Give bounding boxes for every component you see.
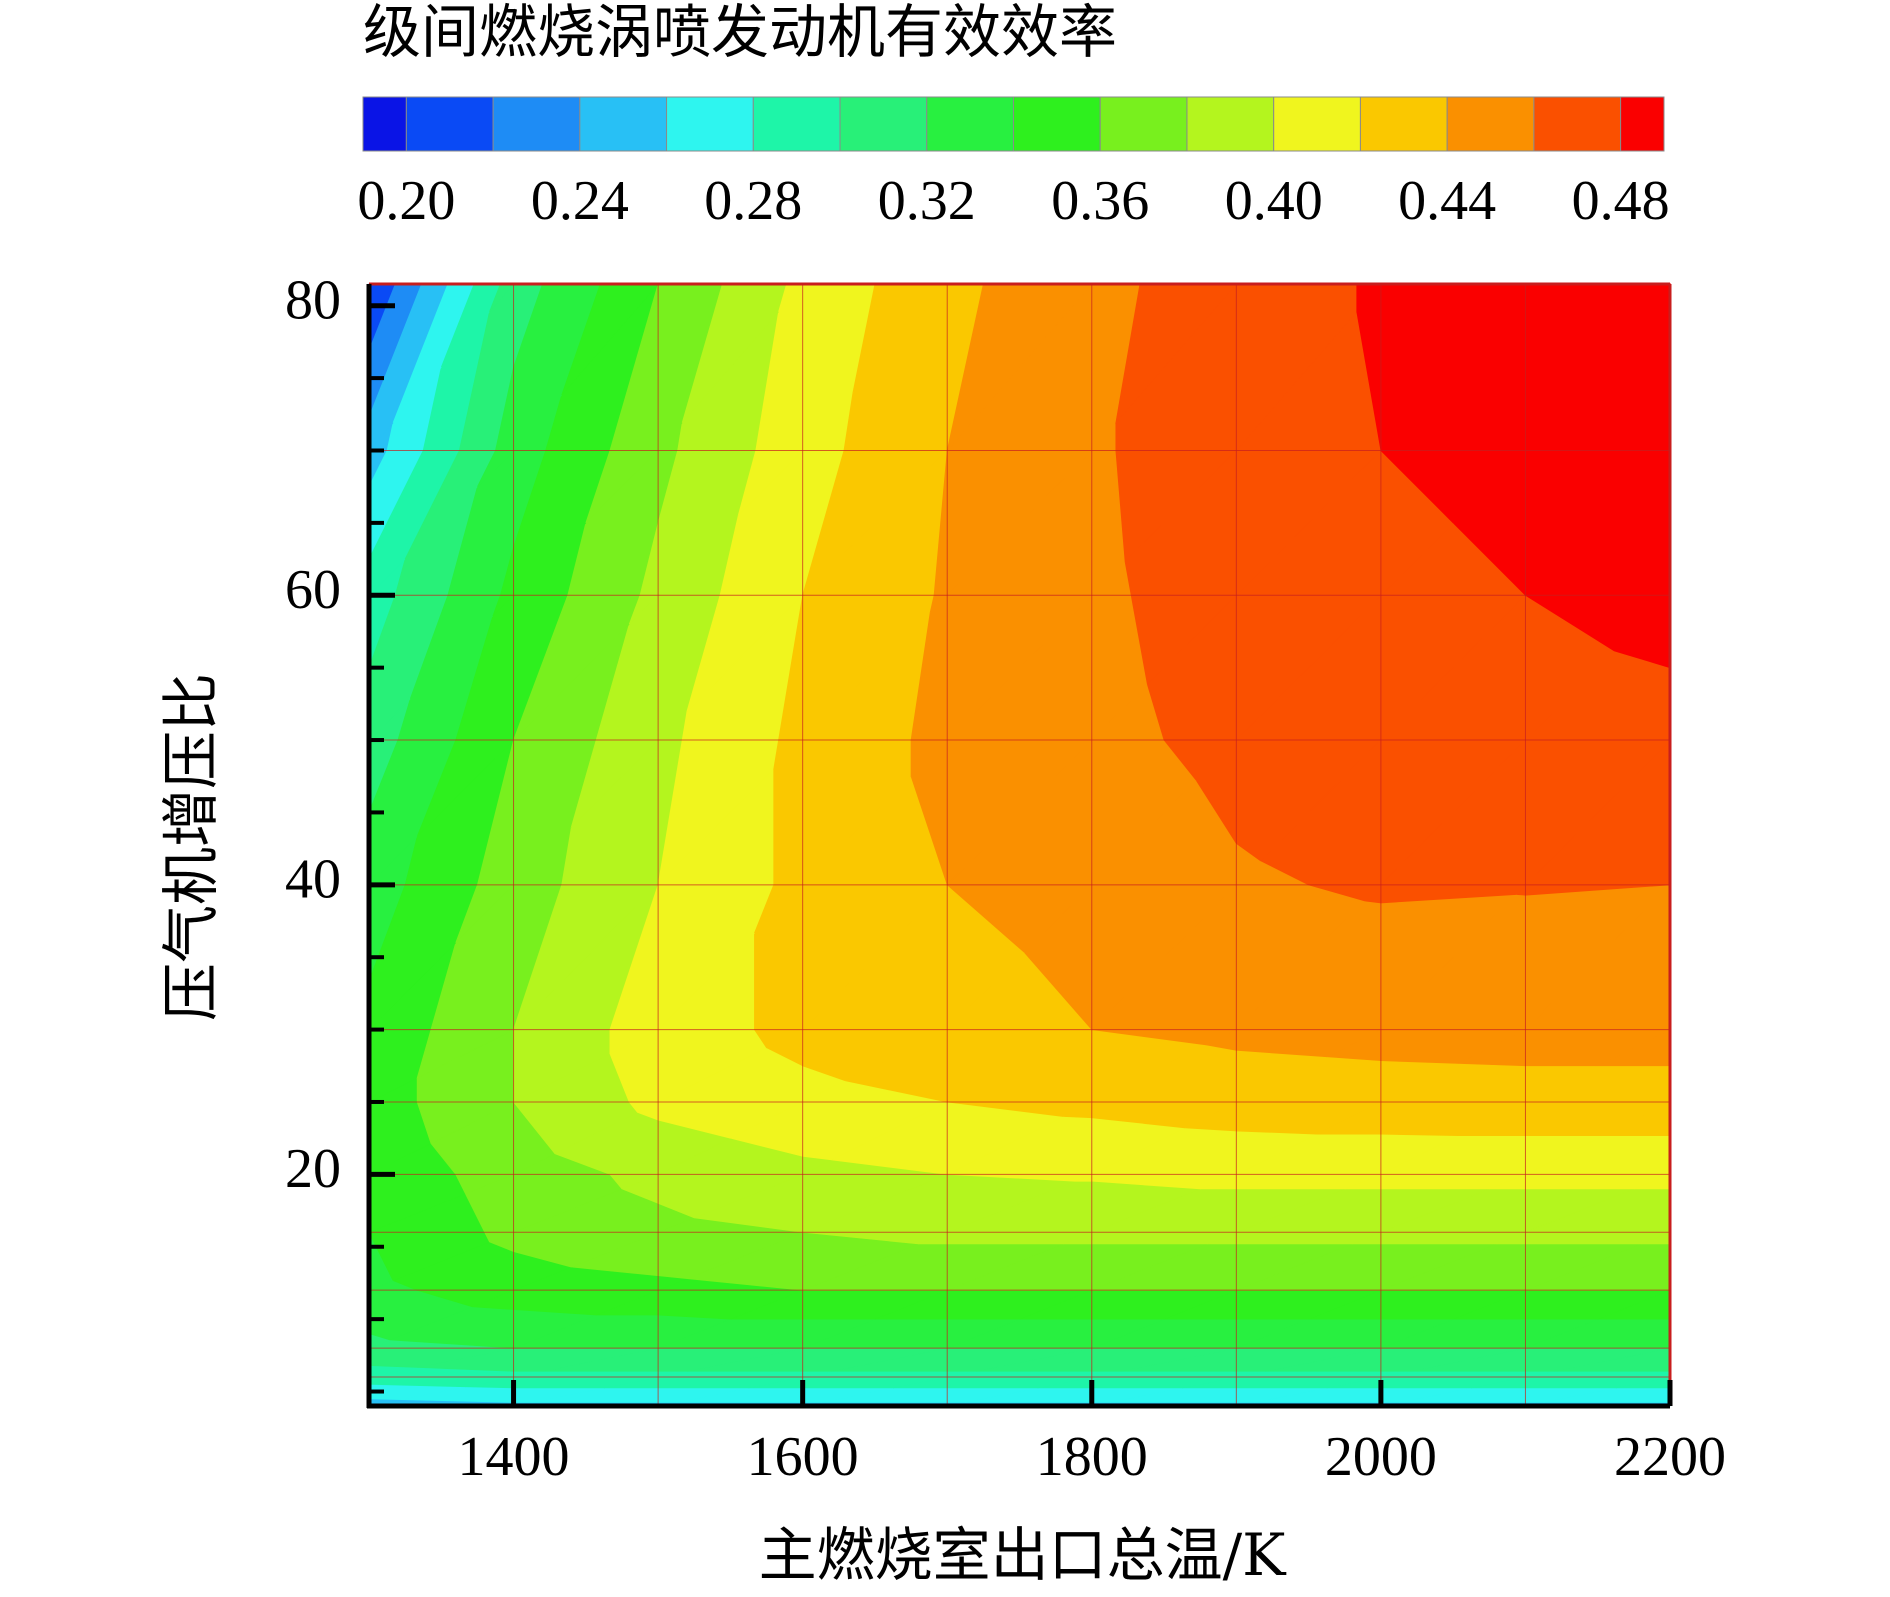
x-tick-label: 1600 (747, 1426, 859, 1488)
colorbar-swatch (752, 96, 841, 152)
colorbar-swatch (839, 96, 928, 152)
colorbar-swatch (1533, 96, 1622, 152)
colorbar-swatch (666, 96, 754, 152)
colorbar-swatch (1446, 96, 1535, 152)
x-tick-label: 2200 (1614, 1426, 1726, 1488)
x-tick-label: 1800 (1036, 1426, 1148, 1488)
colorbar-tick-label: 0.36 (1051, 170, 1149, 232)
colorbar-swatch (1186, 96, 1275, 152)
y-tick-label: 40 (285, 849, 341, 911)
colorbar-swatch (1273, 96, 1361, 152)
colorbar-swatch (1099, 96, 1188, 152)
colorbar-swatch (579, 96, 668, 152)
colorbar-swatch (1013, 96, 1101, 152)
colorbar-tick-label: 0.40 (1225, 170, 1323, 232)
colorbar-tick-label: 0.32 (878, 170, 976, 232)
colorbar-swatch (492, 96, 581, 152)
colorbar-swatch (405, 96, 494, 152)
colorbar-tick-label: 0.24 (531, 170, 629, 232)
y-tick-label: 80 (285, 270, 341, 332)
colorbar-swatch (1359, 96, 1448, 152)
colorbar-tick-label: 0.20 (357, 170, 455, 232)
x-axis-title: 主燃烧室出口总温/K (759, 1521, 1288, 1589)
colorbar-swatch (1620, 96, 1665, 152)
y-tick-label: 60 (285, 559, 341, 621)
colorbar-tick-label: 0.28 (704, 170, 802, 232)
x-tick-label: 1400 (458, 1426, 570, 1488)
colorbar-tick-label: 0.44 (1398, 170, 1496, 232)
x-tick-label: 2000 (1325, 1426, 1437, 1488)
chart-title: 级间燃烧涡喷发动机有效效率 (363, 0, 1117, 66)
colorbar-tick-label: 0.48 (1572, 170, 1670, 232)
colorbar-swatch (362, 96, 407, 152)
colorbar-swatch (926, 96, 1014, 152)
y-tick-label: 20 (285, 1138, 341, 1200)
y-axis-title: 压气机增压比 (157, 673, 225, 1021)
